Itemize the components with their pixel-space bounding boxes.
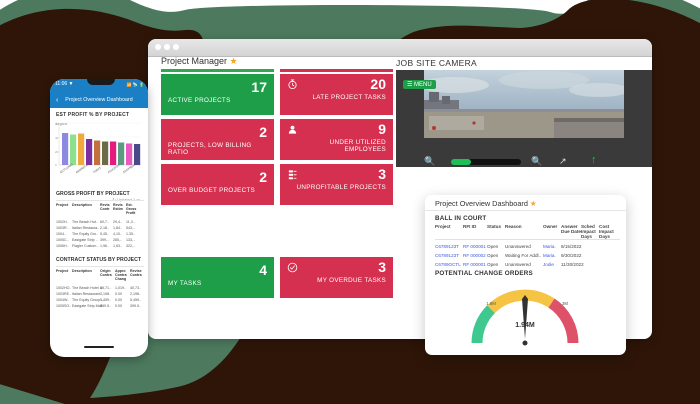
svg-text:1.94M: 1.94M: [515, 322, 535, 329]
svg-text:20: 20: [55, 150, 59, 154]
svg-text:3M: 3M: [562, 301, 568, 306]
svg-text:3.6M: 3.6M: [568, 350, 578, 351]
svg-text:0: 0: [55, 163, 57, 167]
svg-text:60: 60: [55, 122, 59, 126]
svg-text:40: 40: [55, 136, 59, 140]
svg-text:1.8M: 1.8M: [486, 301, 496, 306]
svg-text:0: 0: [476, 350, 479, 351]
